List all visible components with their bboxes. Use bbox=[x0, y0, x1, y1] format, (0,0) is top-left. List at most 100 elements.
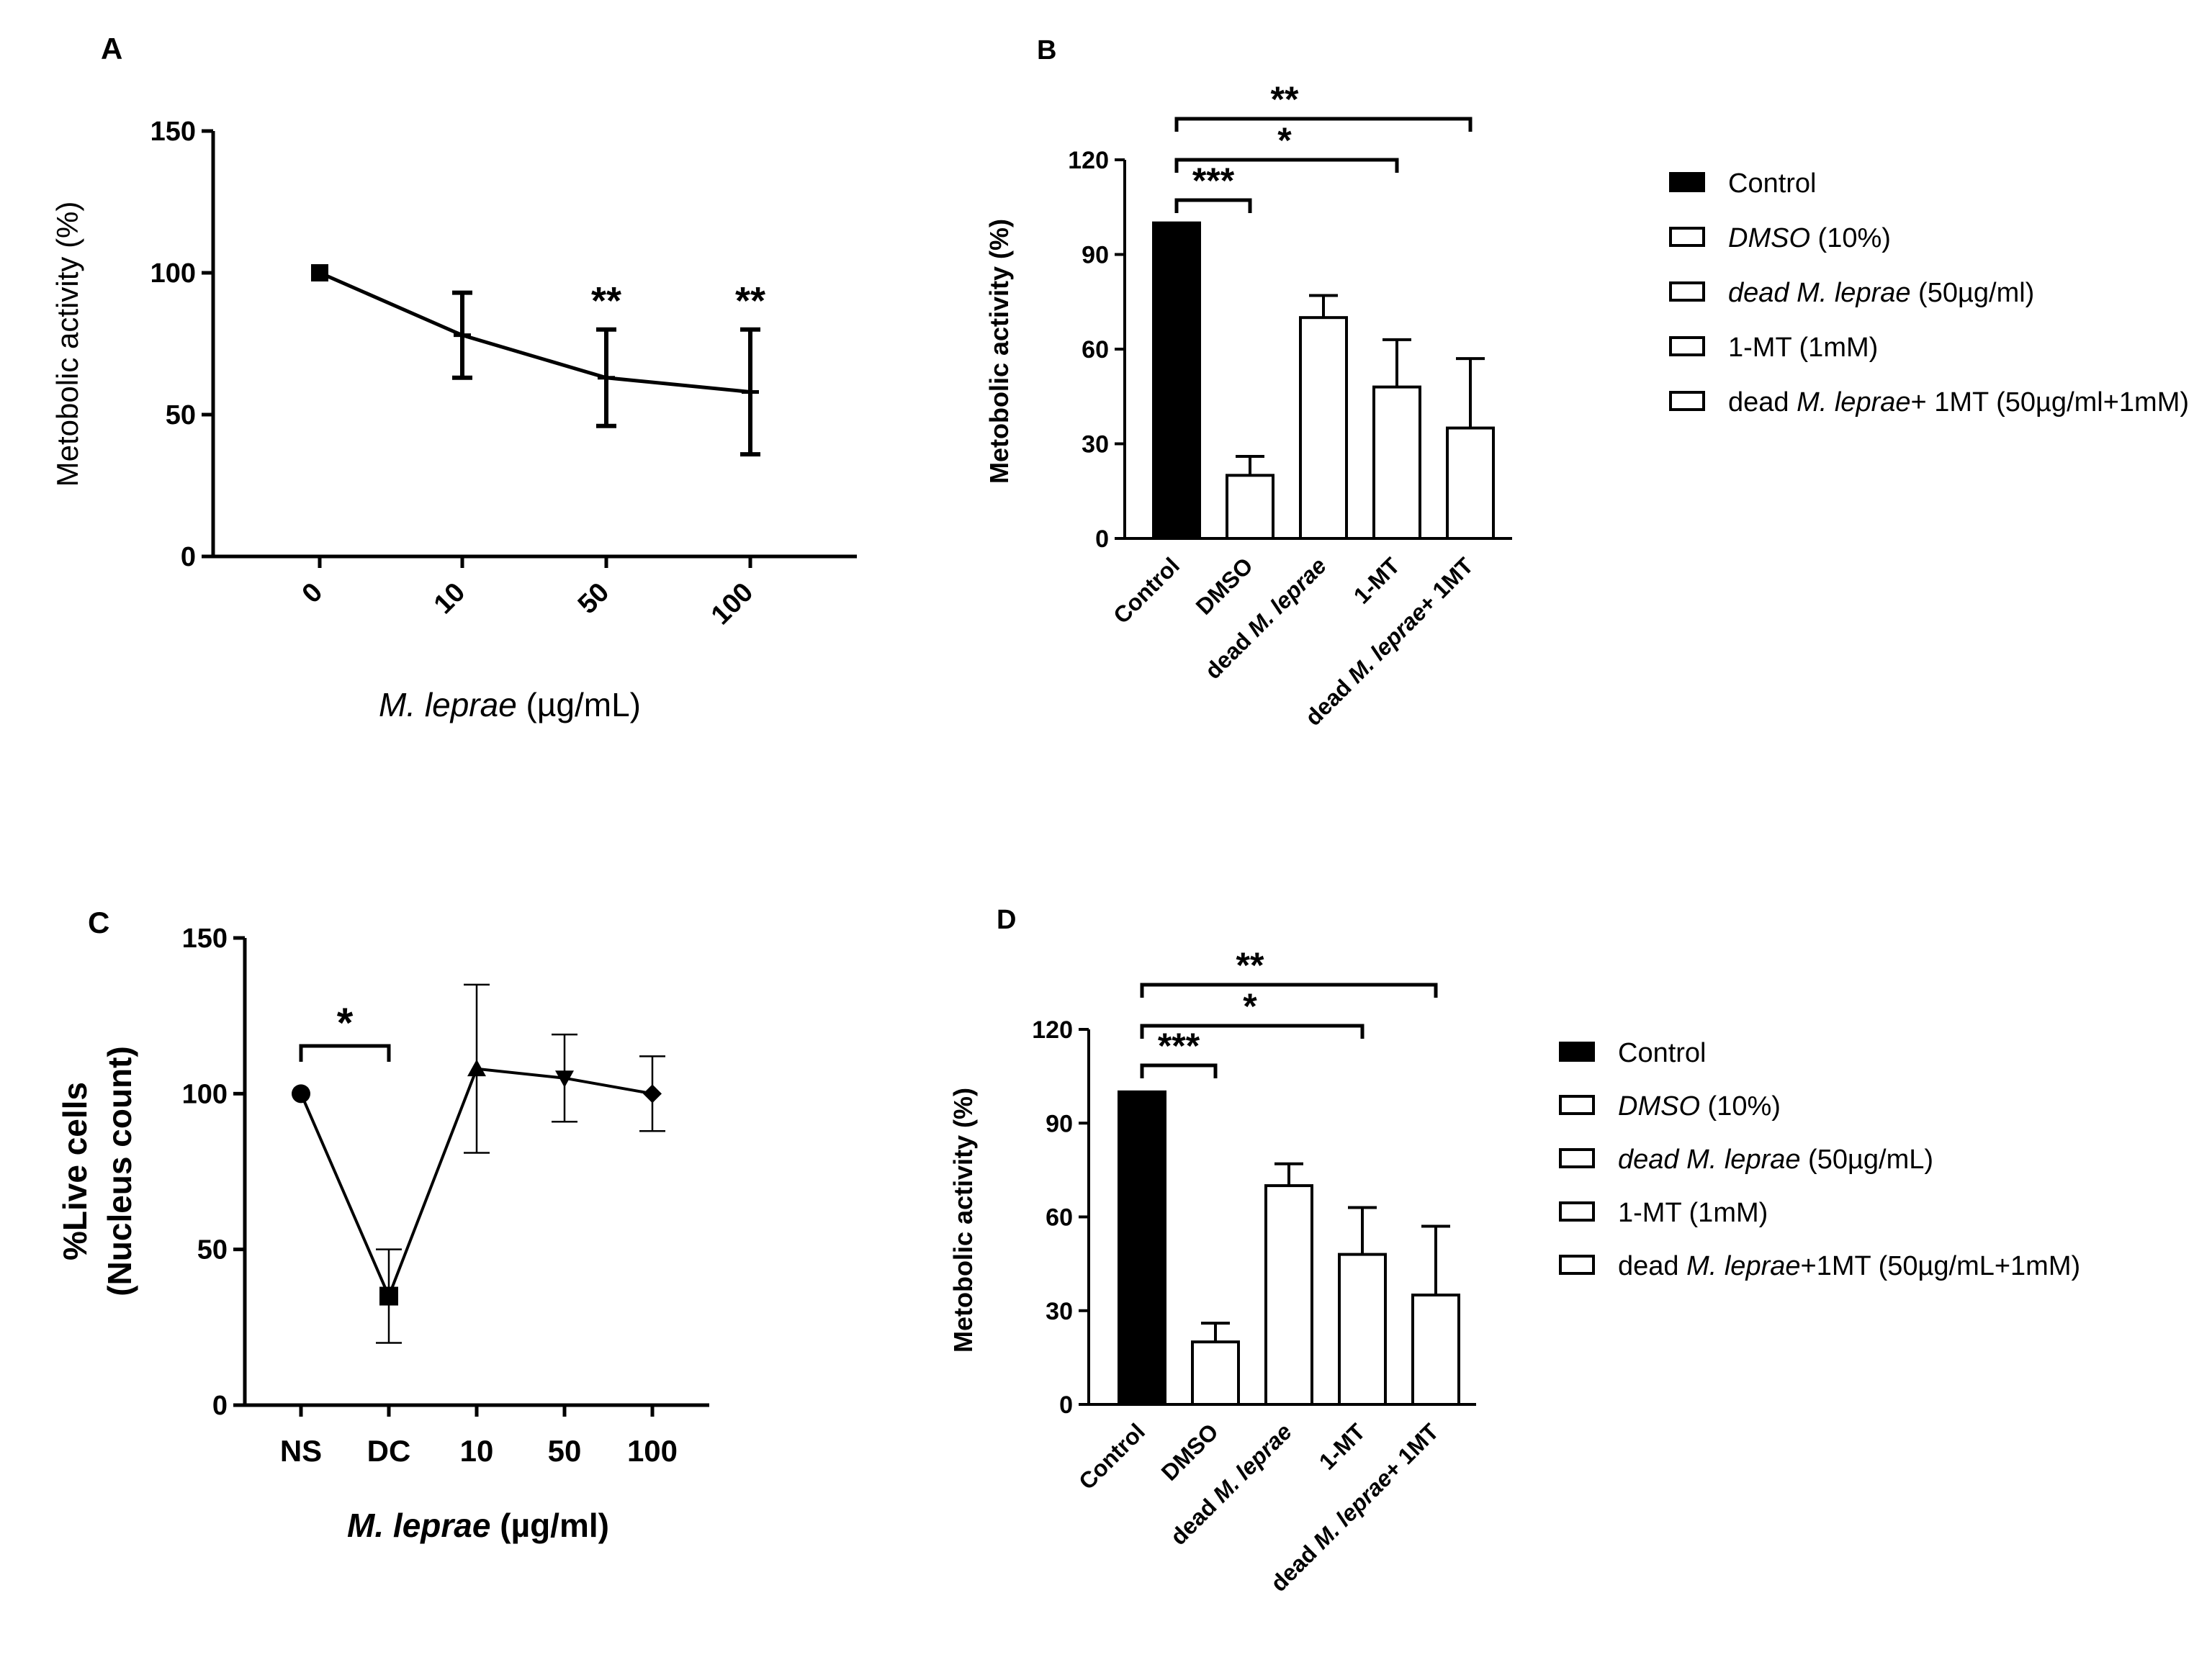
legend-swatch bbox=[1669, 391, 1705, 411]
y-tick-label: 120 bbox=[1032, 1016, 1073, 1044]
y-tick-label: 100 bbox=[150, 258, 196, 289]
legend-swatch bbox=[1559, 1148, 1595, 1168]
y-axis-title: Metobolic activity (%) bbox=[50, 202, 84, 487]
error-bar bbox=[1348, 1206, 1377, 1255]
significance-label: ** bbox=[735, 279, 765, 322]
x-tick-label: NS bbox=[280, 1434, 322, 1468]
legend-label: 1-MT (1mM) bbox=[1618, 1198, 1768, 1228]
y-tick-label: 0 bbox=[1059, 1391, 1073, 1419]
y-tick-label: 100 bbox=[182, 1079, 228, 1109]
y-axis-title: %Live cells bbox=[56, 1082, 94, 1260]
legend-swatch bbox=[1559, 1255, 1595, 1275]
legend-label: Control bbox=[1728, 168, 1817, 199]
data-point bbox=[643, 1084, 662, 1104]
legend-label: DMSO (10%) bbox=[1618, 1091, 1781, 1122]
comparison-bracket bbox=[1140, 983, 1438, 998]
panel-letter-a: A bbox=[101, 32, 122, 66]
bar bbox=[1226, 474, 1274, 540]
legend-label: dead M. leprae+ 1MT (50µg/ml+1mM) bbox=[1728, 387, 2189, 418]
y-tick-label: 0 bbox=[181, 542, 196, 572]
y-tick-label: 60 bbox=[1082, 336, 1109, 364]
series-line bbox=[318, 271, 751, 394]
x-tick-label: 100 bbox=[627, 1434, 678, 1468]
significance-label: ** bbox=[591, 279, 621, 322]
significance-label: * bbox=[337, 1000, 354, 1047]
bar bbox=[1372, 385, 1421, 540]
legend-label: dead M. leprae (50µg/mL) bbox=[1618, 1145, 1933, 1175]
data-point bbox=[555, 1070, 574, 1088]
significance-label: ** bbox=[1236, 945, 1264, 985]
bar bbox=[1118, 1090, 1166, 1407]
y-tick-label: 60 bbox=[1046, 1204, 1073, 1232]
legend-swatch bbox=[1669, 336, 1705, 356]
error-bar bbox=[1309, 294, 1338, 318]
bar bbox=[1299, 316, 1348, 540]
y-tick-label: 30 bbox=[1082, 431, 1109, 459]
comparison-bracket bbox=[1174, 198, 1252, 213]
error-bar bbox=[1236, 455, 1264, 476]
bar bbox=[1152, 221, 1201, 540]
significance-label: ** bbox=[1271, 79, 1299, 119]
y-tick-label: 50 bbox=[166, 400, 196, 430]
x-axis-title: M. leprae (µg/mL) bbox=[379, 686, 641, 723]
error-bar bbox=[1421, 1224, 1450, 1296]
data-point bbox=[454, 326, 471, 344]
data-point bbox=[292, 1084, 310, 1104]
bar bbox=[1338, 1253, 1387, 1406]
y-tick-label: 120 bbox=[1068, 147, 1109, 174]
legend-swatch bbox=[1669, 227, 1705, 247]
legend-swatch bbox=[1559, 1201, 1595, 1222]
comparison-bracket bbox=[1140, 1024, 1364, 1039]
panel-letter-d: D bbox=[997, 905, 1016, 935]
y-tick-label: 90 bbox=[1046, 1110, 1073, 1137]
data-point bbox=[467, 1059, 486, 1077]
bar bbox=[1264, 1184, 1313, 1407]
bar bbox=[1191, 1340, 1240, 1406]
legend-label: dead M. leprae+1MT (50µg/mL+1mM) bbox=[1618, 1251, 2080, 1281]
x-tick-label: DC bbox=[367, 1434, 411, 1468]
data-point bbox=[311, 264, 328, 281]
y-axis-title: Metobolic activity (%) bbox=[948, 1088, 978, 1353]
y-tick-label: 150 bbox=[182, 924, 228, 954]
legend-swatch bbox=[1669, 172, 1705, 192]
y-tick-label: 150 bbox=[150, 117, 196, 147]
legend-swatch bbox=[1559, 1042, 1595, 1062]
panel-letter-b: B bbox=[1037, 35, 1056, 66]
legend-label: 1-MT (1mM) bbox=[1728, 333, 1878, 363]
significance-label: *** bbox=[1158, 1026, 1200, 1066]
y-axis-title: Metobolic activity (%) bbox=[984, 219, 1014, 484]
y-tick-label: 0 bbox=[1095, 525, 1109, 553]
significance-label: *** bbox=[1192, 161, 1235, 201]
error-bar bbox=[1201, 1322, 1230, 1343]
legend-swatch bbox=[1559, 1095, 1595, 1115]
y-tick-label: 0 bbox=[212, 1391, 228, 1421]
comparison-bracket bbox=[1174, 158, 1399, 173]
comparison-bracket bbox=[1174, 117, 1473, 132]
error-bar bbox=[1456, 357, 1485, 428]
bar bbox=[1446, 426, 1495, 540]
legend-label: DMSO (10%) bbox=[1728, 223, 1891, 253]
legend-label: Control bbox=[1618, 1038, 1707, 1068]
significance-label: * bbox=[1243, 986, 1257, 1026]
y-tick-label: 90 bbox=[1082, 242, 1109, 269]
panel-c-line-chart: 0 50 100 150 NS DC 10 50 100 * M. leprae (µg/ml) %L… bbox=[56, 924, 709, 1544]
comparison-bracket bbox=[1140, 1063, 1218, 1078]
legend-label: dead M. leprae (50µg/ml) bbox=[1728, 278, 2034, 308]
significance-label: * bbox=[1277, 120, 1292, 161]
bar bbox=[1411, 1294, 1460, 1406]
error-bar bbox=[1274, 1162, 1303, 1186]
x-tick-label: 10 bbox=[460, 1434, 494, 1468]
y-tick-label: 30 bbox=[1046, 1298, 1073, 1325]
data-point bbox=[598, 369, 615, 387]
legend-swatch bbox=[1669, 281, 1705, 302]
error-bar bbox=[1382, 338, 1411, 387]
panel-letter-c: C bbox=[88, 906, 109, 939]
data-point bbox=[742, 383, 759, 401]
y-axis-title: (Nucleus count) bbox=[101, 1046, 138, 1296]
x-axis-title: M. leprae (µg/ml) bbox=[347, 1507, 609, 1544]
data-point bbox=[379, 1286, 398, 1306]
x-tick-label: 50 bbox=[548, 1434, 582, 1468]
